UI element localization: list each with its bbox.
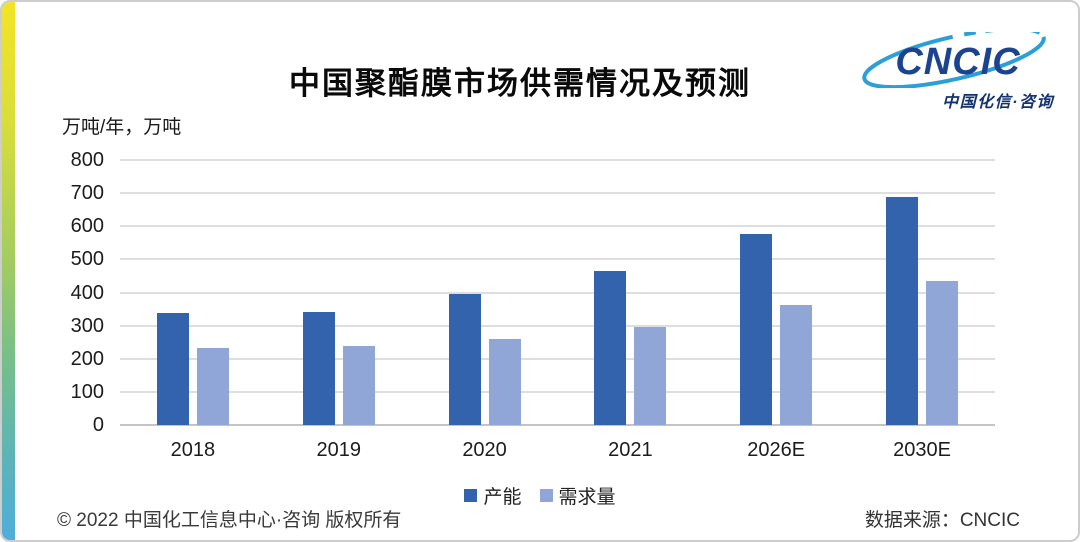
bar-需求量-2026E bbox=[780, 305, 813, 425]
gridline-500 bbox=[120, 258, 995, 261]
bar-需求量-2021 bbox=[634, 326, 667, 425]
gridline-700 bbox=[120, 192, 995, 195]
legend-item-产能: 产能 bbox=[464, 482, 522, 509]
bar-group-2019 bbox=[302, 312, 375, 425]
bar-产能-2018 bbox=[156, 313, 189, 425]
cncic-logo-icon: CNCIC bbox=[862, 32, 1046, 88]
legend-swatch-icon bbox=[539, 489, 553, 502]
cncic-logo-subtitle: 中国化信·咨询 bbox=[942, 94, 1054, 111]
left-gradient-strip bbox=[2, 2, 15, 540]
y-tick-label-300: 300 bbox=[70, 314, 104, 337]
bar-产能-2020 bbox=[448, 293, 481, 425]
x-tick-label-2018: 2018 bbox=[170, 439, 216, 461]
bar-需求量-2018 bbox=[196, 347, 229, 425]
bar-需求量-2020 bbox=[488, 338, 521, 425]
y-axis: 800 700 600 500 400 300 200 100 0 bbox=[30, 149, 104, 436]
x-tick-label-2019: 2019 bbox=[316, 439, 361, 461]
legend-swatch-icon bbox=[464, 489, 478, 502]
data-source-text: 数据来源：CNCIC bbox=[864, 510, 1020, 531]
x-tick-label-2020: 2020 bbox=[462, 439, 507, 461]
legend-label: 产能 bbox=[483, 487, 522, 508]
y-axis-unit-label: 万吨/年，万吨 bbox=[62, 117, 182, 138]
bar-group-2026E bbox=[740, 234, 813, 425]
y-tick-label-600: 600 bbox=[70, 215, 104, 238]
legend-item-需求量: 需求量 bbox=[539, 482, 616, 509]
cncic-logo: CNCIC 中国化信·咨询 bbox=[858, 32, 1058, 112]
page-title: 中国聚酯膜市场供需情况及预测 bbox=[289, 66, 751, 101]
legend-label: 需求量 bbox=[558, 487, 616, 508]
gridline-400 bbox=[120, 291, 995, 294]
gridline-800 bbox=[120, 159, 995, 161]
y-tick-label-800: 800 bbox=[70, 149, 104, 171]
copyright-text: © 2022 中国化工信息中心·咨询 版权所有 bbox=[57, 510, 402, 531]
bar-产能-2030E bbox=[886, 197, 919, 425]
gridline-300 bbox=[120, 324, 995, 327]
bar-产能-2019 bbox=[302, 312, 335, 425]
bar-group-2021 bbox=[594, 271, 667, 425]
bar-group-2020 bbox=[448, 293, 521, 425]
gridline-200 bbox=[120, 357, 995, 360]
bar-group-2018 bbox=[156, 313, 229, 425]
x-tick-label-2026E: 2026E bbox=[747, 439, 806, 461]
bar-需求量-2030E bbox=[926, 280, 959, 425]
y-tick-label-400: 400 bbox=[70, 281, 104, 304]
bar-产能-2026E bbox=[740, 234, 773, 425]
svg-text:CNCIC: CNCIC bbox=[895, 41, 1020, 83]
bar-group-2030E bbox=[886, 197, 959, 425]
y-tick-label-100: 100 bbox=[70, 380, 104, 403]
x-tick-label-2030E: 2030E bbox=[893, 439, 951, 461]
y-tick-label-0: 0 bbox=[92, 414, 104, 436]
y-tick-label-200: 200 bbox=[70, 347, 104, 370]
bar-groups bbox=[120, 160, 995, 425]
gridline-0 bbox=[120, 424, 995, 426]
plot-area bbox=[120, 159, 995, 426]
legend: 产能 需求量 bbox=[2, 482, 1078, 509]
x-axis: 2018 2019 2020 2021 2026E 2030E bbox=[120, 439, 995, 462]
x-tick-label-2021: 2021 bbox=[608, 439, 653, 461]
bar-产能-2021 bbox=[594, 271, 627, 425]
y-tick-label-500: 500 bbox=[70, 248, 104, 271]
gridline-100 bbox=[120, 390, 995, 393]
y-tick-label-700: 700 bbox=[70, 182, 104, 205]
gridline-600 bbox=[120, 225, 995, 228]
bar-需求量-2019 bbox=[342, 346, 375, 425]
